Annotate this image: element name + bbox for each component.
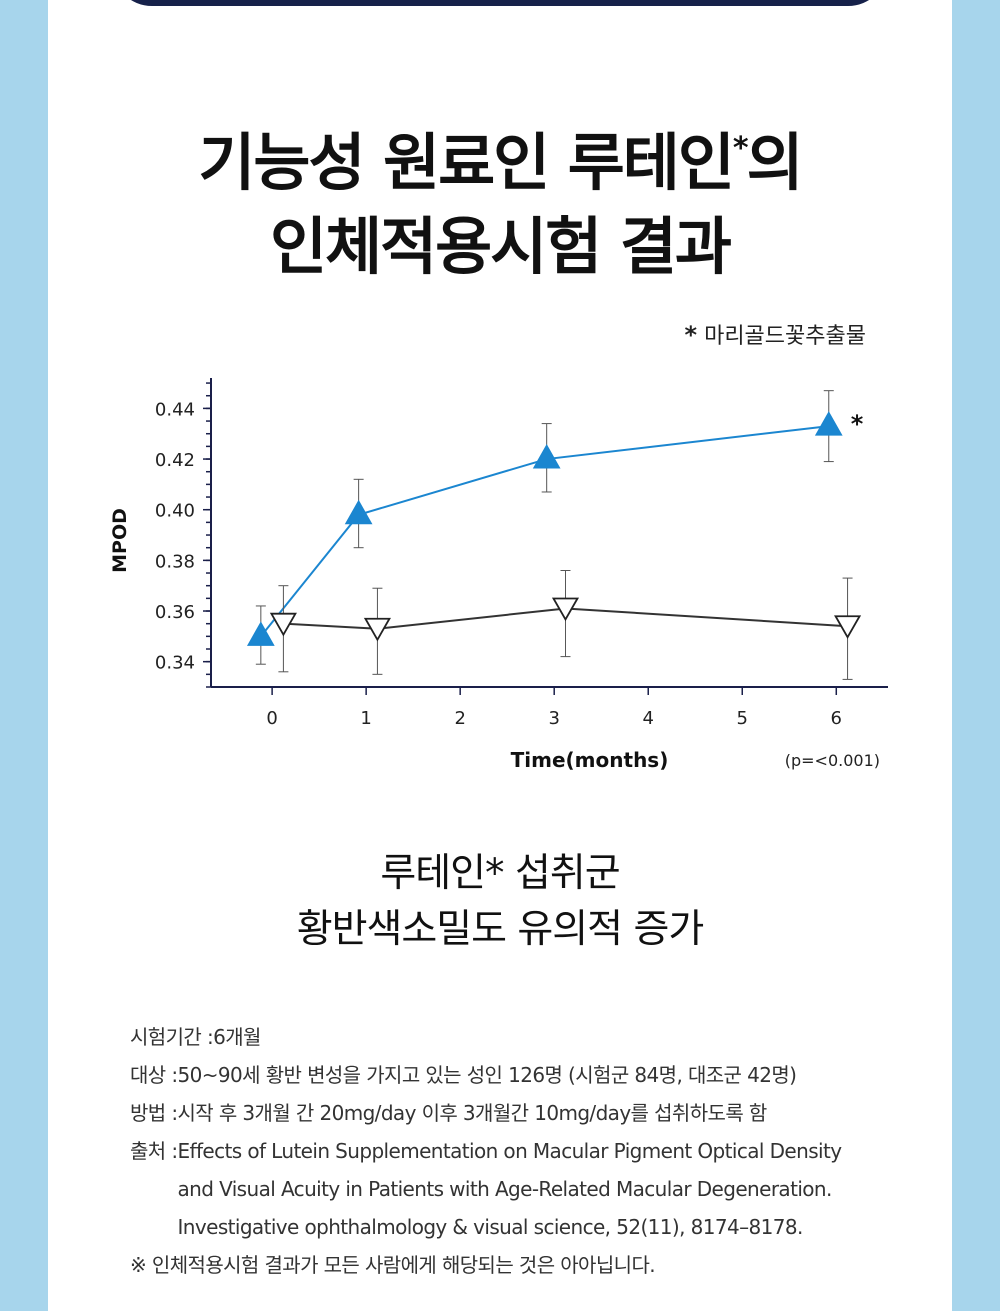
x-tick-label: 3 [548, 708, 559, 729]
x-tick-label: 1 [360, 708, 371, 729]
x-tick-label: 4 [643, 708, 654, 729]
study-source: 출처 : Effects of Lutein Supplementation o… [130, 1139, 842, 1239]
x-tick-label: 5 [737, 708, 748, 729]
data-point [344, 499, 373, 525]
y-tick-label: 0.34 [155, 653, 195, 674]
y-axis-title: MPOD [109, 508, 131, 573]
y-tick-label: 0.44 [155, 399, 195, 420]
series-2 [269, 569, 862, 680]
data-point [551, 597, 580, 622]
data-point [269, 612, 297, 637]
data-point [814, 411, 843, 436]
y-tick-label: 0.36 [155, 602, 195, 623]
series-line [260, 425, 829, 637]
top-banner [112, 0, 888, 6]
x-tick-label: 0 [266, 708, 277, 729]
y-tick-label: 0.40 [155, 501, 195, 522]
series-1 [246, 390, 843, 665]
conclusion-line1: 루테인* 섭취군 [380, 851, 620, 896]
ingredient-footnote: * 마리골드꽃추출물 [684, 321, 866, 349]
headline-line2: 인체적용시험 결과 [270, 210, 732, 283]
disclaimer: ※ 인체적용시험 결과가 모든 사람에게 해당되는 것은 아아닙니다. [130, 1253, 656, 1277]
x-tick-label: 2 [454, 708, 465, 729]
x-axis-title: Time(months) [511, 748, 669, 772]
p-value-label: (p=<0.001) [785, 751, 880, 770]
study-period: 시험기간 : 6개월 [130, 1025, 261, 1049]
study-details: 시험기간 : 6개월 대상 : 50~90세 황반 변성을 가지고 있는 성인 … [130, 1018, 930, 1284]
series-line [283, 607, 848, 630]
study-subjects: 대상 : 50~90세 황반 변성을 가지고 있는 성인 126명 (시험군 8… [130, 1063, 797, 1087]
study-method: 방법 : 시작 후 3개월 간 20mg/day 이후 3개월간 10mg/da… [130, 1101, 767, 1125]
data-point [834, 615, 862, 640]
significance-mark: * [851, 410, 864, 438]
x-tick-label: 6 [831, 708, 842, 729]
y-tick-label: 0.42 [155, 450, 195, 471]
content-panel: 기능성 원료인 루테인*의 인체적용시험 결과 * 마리골드꽃추출물 0.34 0… [48, 0, 952, 1311]
y-tick-label: 0.38 [155, 551, 195, 572]
mpod-line-chart: 0.34 0.36 0.38 0.40 0.42 0.44 0 1 2 3 4 5 6 MPOD Time(… [109, 378, 888, 772]
data-point [246, 621, 275, 646]
data-point [363, 617, 391, 642]
data-point [532, 444, 561, 469]
headline-line1: 기능성 원료인 루테인*의 [198, 126, 803, 199]
conclusion-line2: 황반색소밀도 유의적 증가 [296, 907, 704, 952]
